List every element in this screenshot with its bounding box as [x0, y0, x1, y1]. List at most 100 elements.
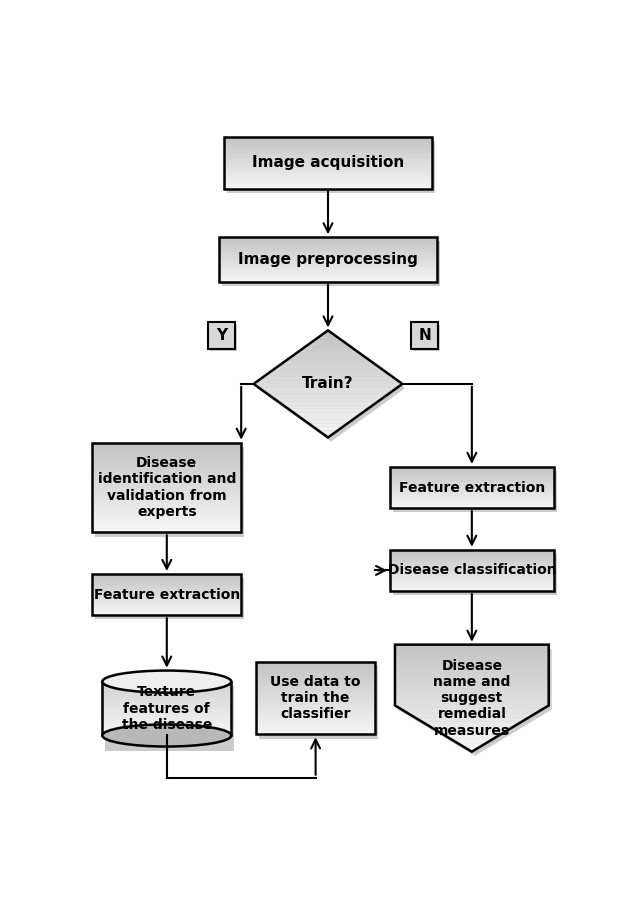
- Polygon shape: [323, 330, 333, 334]
- Polygon shape: [395, 649, 548, 653]
- Bar: [102, 692, 231, 695]
- Bar: [224, 173, 432, 175]
- Bar: [393, 553, 557, 596]
- Bar: [219, 276, 437, 277]
- Text: Texture
features of
the disease: Texture features of the disease: [122, 685, 212, 732]
- Bar: [219, 249, 437, 250]
- Bar: [92, 469, 241, 473]
- Bar: [219, 268, 437, 270]
- Bar: [92, 527, 241, 529]
- Bar: [92, 590, 241, 592]
- Polygon shape: [264, 373, 392, 377]
- Bar: [390, 502, 554, 504]
- Bar: [92, 614, 241, 615]
- Bar: [92, 497, 241, 500]
- Bar: [219, 250, 437, 252]
- Polygon shape: [395, 684, 548, 687]
- Bar: [390, 475, 554, 476]
- Bar: [219, 264, 437, 266]
- Bar: [102, 687, 231, 690]
- Bar: [256, 720, 375, 722]
- Bar: [256, 715, 375, 718]
- Text: Feature extraction: Feature extraction: [93, 588, 240, 602]
- Polygon shape: [395, 645, 548, 649]
- Bar: [390, 468, 554, 469]
- Bar: [224, 141, 432, 142]
- Bar: [92, 446, 241, 448]
- Bar: [92, 588, 241, 589]
- Bar: [390, 496, 554, 497]
- Bar: [95, 578, 244, 620]
- Bar: [256, 722, 375, 725]
- Bar: [224, 154, 432, 156]
- Bar: [102, 706, 231, 709]
- Bar: [390, 471, 554, 473]
- Bar: [390, 473, 554, 474]
- Bar: [256, 710, 375, 713]
- Bar: [224, 170, 432, 171]
- Bar: [256, 691, 375, 693]
- Bar: [256, 729, 375, 732]
- Bar: [92, 610, 241, 611]
- Polygon shape: [259, 377, 397, 380]
- Bar: [256, 727, 375, 729]
- Bar: [390, 558, 554, 560]
- Polygon shape: [465, 747, 479, 752]
- Bar: [92, 602, 241, 603]
- Bar: [219, 241, 437, 243]
- Bar: [92, 593, 241, 595]
- Bar: [95, 447, 244, 536]
- Bar: [390, 483, 554, 484]
- Bar: [92, 451, 241, 455]
- Bar: [92, 442, 241, 446]
- Bar: [92, 511, 241, 515]
- Bar: [390, 466, 554, 509]
- Bar: [92, 574, 241, 575]
- Polygon shape: [284, 405, 372, 409]
- Bar: [390, 580, 554, 581]
- Polygon shape: [395, 701, 548, 705]
- Bar: [390, 578, 554, 579]
- Bar: [390, 492, 554, 493]
- Bar: [102, 682, 231, 684]
- Bar: [390, 556, 554, 558]
- Bar: [92, 589, 241, 590]
- Bar: [92, 596, 241, 597]
- Bar: [219, 266, 437, 267]
- Bar: [219, 254, 437, 255]
- Bar: [256, 662, 375, 665]
- Bar: [224, 142, 432, 144]
- Bar: [390, 565, 554, 566]
- Bar: [224, 158, 432, 160]
- Bar: [256, 674, 375, 676]
- Bar: [219, 237, 437, 239]
- Polygon shape: [395, 666, 548, 670]
- Bar: [390, 499, 554, 500]
- Bar: [219, 277, 437, 279]
- Bar: [224, 152, 432, 154]
- Bar: [224, 179, 432, 180]
- Polygon shape: [269, 395, 387, 398]
- Bar: [256, 672, 375, 674]
- Polygon shape: [278, 362, 378, 366]
- Bar: [390, 482, 554, 483]
- Bar: [390, 501, 554, 502]
- Polygon shape: [395, 696, 548, 701]
- Bar: [92, 484, 241, 488]
- Bar: [390, 579, 554, 580]
- Polygon shape: [289, 355, 367, 359]
- Bar: [92, 529, 241, 533]
- Bar: [92, 605, 241, 607]
- Bar: [102, 698, 231, 701]
- Bar: [390, 586, 554, 587]
- Bar: [256, 708, 375, 710]
- Polygon shape: [273, 398, 383, 402]
- Bar: [92, 457, 241, 460]
- Bar: [92, 598, 241, 600]
- Bar: [92, 578, 241, 579]
- Bar: [390, 479, 554, 481]
- Polygon shape: [303, 420, 353, 423]
- Polygon shape: [308, 341, 348, 344]
- Bar: [92, 448, 241, 451]
- Bar: [256, 698, 375, 701]
